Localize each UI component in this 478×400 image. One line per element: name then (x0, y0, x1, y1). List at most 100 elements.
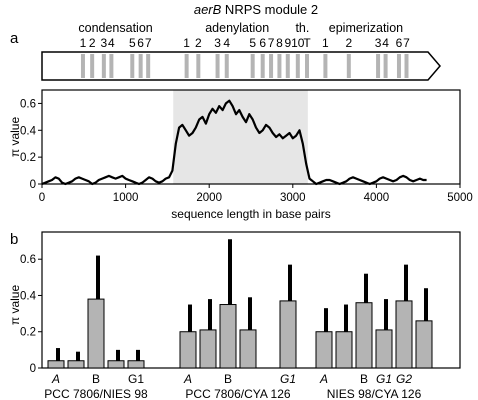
motif-labels: 1 2 3 4 5 6 7 1 2 3 4 5 6 7 8 9 10T 1 2 3 4 6 7 (80, 36, 411, 50)
motif-mark (224, 54, 229, 78)
line-x-axis-title: sequence length in base pairs (171, 207, 330, 221)
panel-a-label: a (10, 30, 19, 47)
line-x-ticks: 0 1000 2000 3000 4000 5000 (39, 184, 473, 204)
bar-group-labels: PCC 7806/NIES 98 PCC 7806/CYA 126 NIES 98/… (44, 387, 421, 400)
x-tick-label: 0 (39, 192, 45, 204)
motif-label: 7 (403, 36, 410, 50)
motif-label: 1 (183, 36, 190, 50)
bar (395, 300, 413, 369)
motif-mark (323, 54, 328, 78)
category-label: A (51, 372, 60, 386)
motif-label: 6 (259, 36, 266, 50)
motif-label: 4 (223, 36, 230, 50)
line-chart-frame (41, 89, 461, 185)
motif-mark (215, 54, 220, 78)
bar (279, 300, 297, 369)
motif-mark (101, 54, 106, 78)
bar-y-tick-label: 0.4 (20, 290, 37, 302)
domain-label-3: epimerization (329, 21, 403, 35)
category-label: B (224, 372, 232, 386)
group-label: NIES 98/CYA 126 (327, 387, 422, 400)
bar-y-tick-label: 0 (30, 363, 36, 375)
bar (315, 331, 333, 369)
motif-mark (146, 54, 151, 78)
motif-label: 3 (101, 36, 108, 50)
motif-mark (80, 54, 85, 78)
motif-mark (130, 54, 135, 78)
bar-y-axis-title: π value (8, 285, 22, 326)
bar-y-ticks: 0 0.2 0.4 0.6 (20, 254, 42, 375)
motif-label: 6 (137, 36, 144, 50)
motif-label: 1 (80, 36, 87, 50)
chart-title: aerB NRPS module 2 (194, 2, 318, 17)
title-rest: NRPS module 2 (221, 2, 318, 17)
bar (107, 360, 125, 369)
motif-label: 2 (195, 36, 202, 50)
motif-mark (90, 54, 95, 78)
bar-y-tick-label: 0.2 (20, 327, 36, 339)
motif-label: 2 (89, 36, 96, 50)
motif-mark (404, 54, 409, 78)
domain-names: condensation adenylation th. epimerization (78, 21, 403, 35)
category-label: A (319, 372, 328, 386)
motif-mark (138, 54, 143, 78)
x-tick-label: 2000 (196, 192, 222, 204)
group-label: PCC 7806/NIES 98 (44, 387, 148, 400)
bar (415, 320, 433, 369)
bar (87, 298, 105, 369)
category-label: A (183, 372, 192, 386)
motif-mark (250, 54, 255, 78)
motif-marks (80, 54, 409, 78)
motif-label: 7 (268, 36, 275, 50)
line-chart: 0 1000 2000 3000 4000 5000 0 0.2 0.4 0.6 π value… (8, 89, 473, 221)
category-label: G1 (280, 372, 296, 386)
y-tick-label: 0.2 (20, 152, 36, 164)
motif-mark (346, 54, 351, 78)
motif-label: T (303, 36, 311, 50)
motif-label: 2 (345, 36, 352, 50)
bar (239, 329, 257, 369)
motif-mark (285, 54, 290, 78)
motif-mark (396, 54, 401, 78)
motif-mark (305, 54, 310, 78)
motif-mark (383, 54, 388, 78)
y-tick-label: 0.4 (20, 125, 37, 137)
domain-label-0: condensation (78, 21, 152, 35)
bar-chart: 0 0.2 0.4 0.6 A B G1 A B G1 A B G1 G2 PCC 7806/NIES … (8, 231, 461, 400)
motif-label: 8 (276, 36, 283, 50)
motif-mark (295, 54, 300, 78)
group-label: PCC 7806/CYA 126 (185, 387, 291, 400)
motif-mark (109, 54, 114, 78)
category-label: G1 (128, 372, 144, 386)
bar (47, 360, 65, 369)
motif-label: 3 (375, 36, 382, 50)
motif-label: 4 (382, 36, 389, 50)
x-tick-label: 1000 (113, 192, 139, 204)
category-label: B (92, 372, 100, 386)
domain-label-1: adenylation (205, 21, 269, 35)
motif-mark (196, 54, 201, 78)
motif-mark (376, 54, 381, 78)
motif-label: 1 (322, 36, 329, 50)
motif-label: 10 (291, 36, 305, 50)
x-tick-label: 3000 (280, 192, 306, 204)
bar-y-tick-label: 0.6 (20, 254, 36, 266)
motif-label: 5 (129, 36, 136, 50)
title-gene: aerB (194, 2, 222, 17)
category-label: B (360, 372, 368, 386)
bar (335, 331, 353, 369)
motif-label: 7 (145, 36, 152, 50)
motif-mark (184, 54, 189, 78)
x-tick-label: 5000 (447, 192, 473, 204)
bar (375, 329, 393, 369)
bar (199, 329, 217, 369)
category-label: G2 (396, 372, 412, 386)
bar (127, 360, 145, 369)
bars (47, 239, 433, 369)
category-label: G1 (376, 372, 392, 386)
bar (355, 302, 373, 369)
motif-label: 4 (108, 36, 115, 50)
x-tick-label: 4000 (364, 192, 390, 204)
motif-mark (269, 54, 274, 78)
